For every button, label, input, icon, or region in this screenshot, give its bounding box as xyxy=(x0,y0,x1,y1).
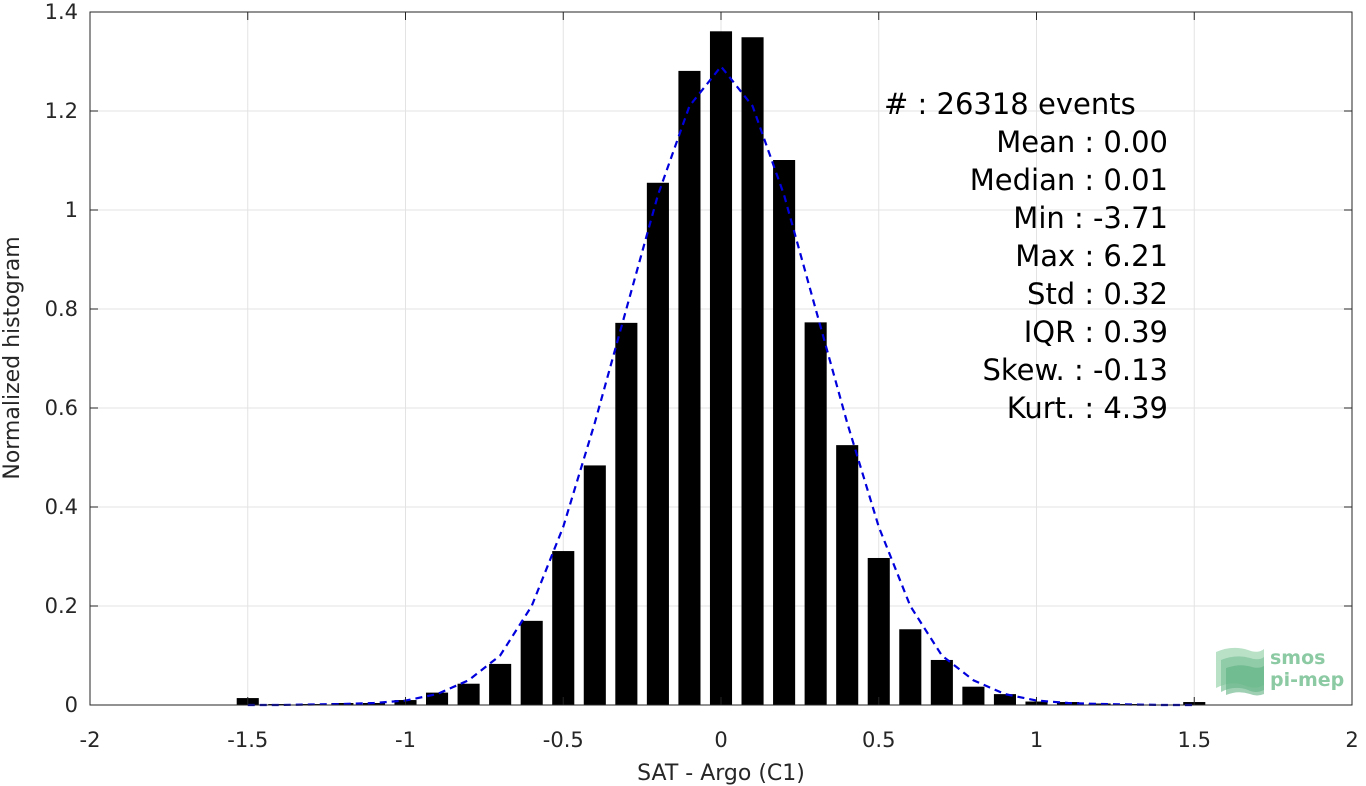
stat-line: Median : 0.01 xyxy=(970,163,1168,197)
x-axis-ticks: -2 -1.5 -1 -0.5 0 0.5 1 1.5 2 xyxy=(80,12,1359,752)
y-tick-label: 0.6 xyxy=(45,396,78,420)
y-axis-label: Normalized histogram xyxy=(0,236,25,479)
y-tick-label: 0.4 xyxy=(45,495,78,519)
stat-line: Min : -3.71 xyxy=(1013,201,1168,235)
histogram-bar xyxy=(867,557,890,705)
y-tick-label: 0 xyxy=(65,693,78,717)
histogram-bar xyxy=(457,683,480,705)
x-tick-label: 2 xyxy=(1345,728,1358,752)
stat-line: Max : 6.21 xyxy=(1015,239,1168,273)
y-tick-label: 1.2 xyxy=(45,99,78,123)
histogram-bar xyxy=(520,620,543,705)
x-tick-label: -1.5 xyxy=(227,728,268,752)
stat-line: Std : 0.32 xyxy=(1027,277,1168,311)
histogram-bar xyxy=(646,182,669,705)
logo-line-2: pi-mep xyxy=(1270,669,1344,691)
x-tick-label: 0 xyxy=(714,728,727,752)
logo-line-1: smos xyxy=(1270,647,1325,669)
smos-pi-mep-logo: smos pi-mep xyxy=(1216,647,1344,696)
stat-line: # : 26318 events xyxy=(884,87,1136,121)
histogram-bar xyxy=(426,692,449,705)
histogram-bar xyxy=(773,160,796,705)
stat-line: Kurt. : 4.39 xyxy=(1007,391,1168,425)
stat-line: IQR : 0.39 xyxy=(1024,315,1168,349)
histogram-bar xyxy=(615,322,638,705)
histogram-bar xyxy=(552,551,575,705)
histogram-bar xyxy=(836,445,859,705)
stat-line: Mean : 0.00 xyxy=(996,125,1168,159)
y-tick-label: 0.8 xyxy=(45,297,78,321)
histogram-bar xyxy=(899,629,922,705)
y-tick-label: 1.4 xyxy=(45,0,78,24)
histogram-bar xyxy=(331,703,354,705)
histogram-bar xyxy=(1088,703,1111,705)
x-tick-label: -0.5 xyxy=(543,728,584,752)
histogram-bar xyxy=(930,659,953,705)
histogram-bar xyxy=(709,31,733,706)
histogram-bars xyxy=(236,31,1206,706)
y-axis-ticks: 0 0.2 0.4 0.6 0.8 1 1.2 1.4 xyxy=(45,0,1352,717)
histogram-bar xyxy=(489,663,512,705)
y-tick-label: 1 xyxy=(65,198,78,222)
x-tick-label: -2 xyxy=(80,728,101,752)
x-tick-label: 0.5 xyxy=(862,728,895,752)
x-tick-label: 1 xyxy=(1030,728,1043,752)
histogram-bar xyxy=(993,694,1016,705)
histogram-bar xyxy=(804,322,827,705)
x-tick-label: 1.5 xyxy=(1178,728,1211,752)
stat-line: Skew. : -0.13 xyxy=(982,353,1168,387)
histogram-bar xyxy=(678,70,701,705)
histogram-bar xyxy=(583,465,606,705)
x-tick-label: -1 xyxy=(395,728,416,752)
logo-waves-icon xyxy=(1216,647,1264,696)
statistics-panel: # : 26318 events Mean : 0.00 Median : 0.01… xyxy=(884,87,1168,425)
histogram-bar xyxy=(962,686,985,705)
x-axis-label: SAT - Argo (C1) xyxy=(637,761,805,786)
histogram-bar xyxy=(741,37,764,706)
y-tick-label: 0.2 xyxy=(45,594,78,618)
